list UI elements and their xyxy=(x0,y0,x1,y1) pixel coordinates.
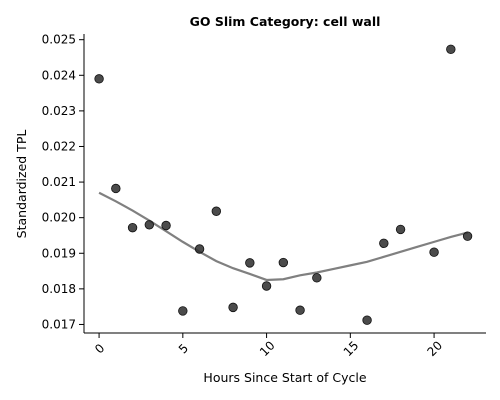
data-point xyxy=(245,258,255,268)
x-tick-label: 10 xyxy=(257,338,278,359)
points-layer xyxy=(94,44,473,325)
data-point xyxy=(278,257,289,268)
y-axis-label: Standardized TPL xyxy=(14,130,29,239)
trend-line xyxy=(98,191,468,282)
data-point xyxy=(312,273,322,283)
y-ticks: 0.017 0.018 0.019 0.020 0.021 0.022 0.023 0.024… xyxy=(42,33,84,331)
y-tick-label: 0.017 xyxy=(42,317,76,331)
data-point xyxy=(194,244,205,254)
x-tick-label: 15 xyxy=(341,338,362,359)
x-axis-label: Hours Since Start of Cycle xyxy=(203,370,366,385)
data-point xyxy=(127,222,138,233)
data-point xyxy=(161,220,171,231)
data-point xyxy=(211,206,222,216)
y-tick-label: 0.025 xyxy=(42,33,76,47)
data-point xyxy=(94,74,104,84)
data-point xyxy=(228,302,238,313)
x-tick-label: 5 xyxy=(176,341,191,356)
data-point xyxy=(295,305,305,315)
y-tick-label: 0.018 xyxy=(42,282,76,296)
data-point xyxy=(462,231,473,241)
trend-layer xyxy=(98,191,468,282)
y-tick-label: 0.023 xyxy=(42,104,76,118)
data-point xyxy=(429,247,439,257)
data-point xyxy=(362,315,372,325)
y-tick-label: 0.019 xyxy=(42,246,76,260)
y-tick-label: 0.024 xyxy=(42,68,76,82)
y-tick-label: 0.021 xyxy=(42,175,76,189)
data-point xyxy=(446,44,456,55)
data-point xyxy=(111,183,121,194)
data-point xyxy=(144,220,155,230)
y-tick-label: 0.020 xyxy=(42,211,76,225)
x-ticks: 0 5 10 15 20 xyxy=(92,333,445,359)
data-point xyxy=(395,224,406,235)
y-tick-label: 0.022 xyxy=(42,139,76,153)
data-point xyxy=(379,238,389,249)
x-tick-label: 0 xyxy=(92,341,107,356)
chart-title: GO Slim Category: cell wall xyxy=(190,14,381,29)
x-tick-label: 20 xyxy=(424,338,445,359)
data-point xyxy=(178,306,188,316)
data-point xyxy=(261,281,272,291)
